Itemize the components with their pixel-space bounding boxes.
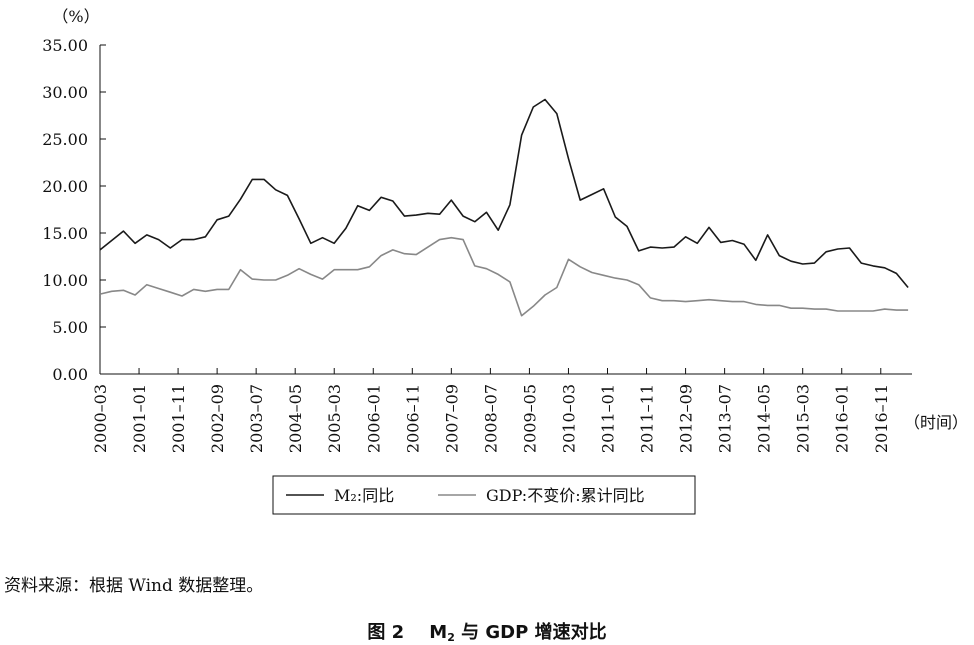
- y-tick-label: 25.00: [42, 130, 88, 149]
- legend-label-m2: M₂:同比: [334, 486, 394, 505]
- x-tick-label: 2004–05: [286, 384, 305, 453]
- x-tick-label: 2000–03: [91, 384, 110, 453]
- line-chart: （%） 0.00 5.00 10.00 15.00 20.00 25.00 30.00 35.…: [42, 7, 968, 515]
- x-tick-label: 2011–11: [638, 384, 657, 453]
- y-tick-label: 20.00: [42, 177, 88, 196]
- x-tick-label: 2016–01: [833, 384, 852, 453]
- x-axis: 2000–03 2001–01 2001–11 2002–09 2003–07 2004–…: [91, 368, 912, 453]
- y-tick-label: 15.00: [42, 224, 88, 243]
- x-tick-label: 2014–05: [755, 384, 774, 453]
- x-tick-label: 2012–09: [677, 384, 696, 453]
- x-tick-label: 2007–09: [442, 384, 461, 453]
- x-tick-label: 2005–03: [325, 384, 344, 453]
- y-unit-label: （%）: [52, 7, 99, 26]
- x-tick-label: 2008–07: [481, 384, 500, 453]
- caption-label: 图 2: [367, 622, 405, 643]
- x-tick-label: 2013–07: [716, 384, 735, 453]
- y-tick-label: 35.00: [42, 36, 88, 55]
- legend: M₂:同比 GDP:不变价:累计同比: [272, 475, 696, 515]
- x-tick-label: 2006–01: [364, 384, 383, 453]
- x-tick-label: 2002–09: [208, 384, 227, 453]
- x-tick-label: 2011–01: [599, 384, 618, 453]
- series-line-gdp: [99, 236, 909, 317]
- series-line-m2: [99, 98, 909, 289]
- caption-m-sub: 2: [447, 631, 455, 644]
- x-tick-label: 2001–01: [130, 384, 149, 453]
- x-tick-label: 2006–11: [403, 384, 422, 453]
- caption-rest: 与 GDP 增速对比: [454, 622, 607, 643]
- x-tick-label: 2015–03: [794, 384, 813, 453]
- x-tick-label: 2016–11: [872, 384, 891, 453]
- y-tick-label: 10.00: [42, 271, 88, 290]
- y-tick-label: 5.00: [52, 318, 88, 337]
- y-axis: 0.00 5.00 10.00 15.00 20.00 25.00 30.00 35.00: [42, 36, 106, 384]
- y-tick-label: 30.00: [42, 83, 88, 102]
- x-tick-label: 2003–07: [247, 384, 266, 453]
- legend-label-gdp: GDP:不变价:累计同比: [486, 486, 645, 505]
- legend-box: [272, 475, 696, 515]
- x-tick-label: 2010–03: [559, 384, 578, 453]
- source-note: 资料来源：根据 Wind 数据整理。: [4, 576, 264, 596]
- x-unit-label: （时间）: [904, 413, 968, 432]
- figure-caption: 图 2 M2 与 GDP 增速对比: [0, 618, 974, 644]
- series-layer: [99, 98, 909, 317]
- y-tick-label: 0.00: [52, 365, 88, 384]
- x-tick-label: 2001–11: [169, 384, 188, 453]
- x-tick-label: 2009–05: [520, 384, 539, 453]
- caption-m: M: [429, 622, 448, 643]
